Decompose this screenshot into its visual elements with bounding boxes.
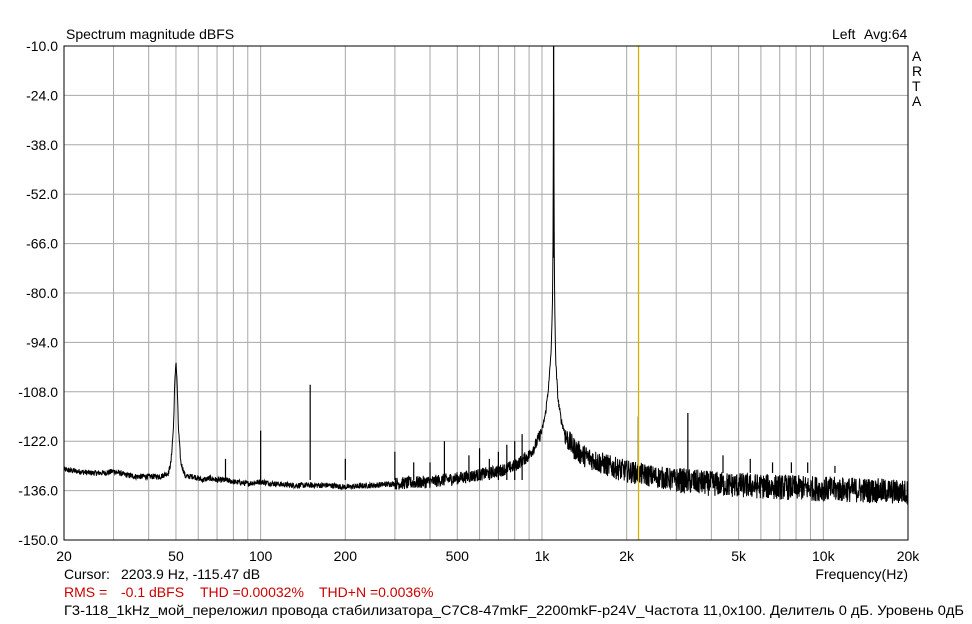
x-tick-label: 500 — [446, 548, 470, 564]
y-tick-label: -94.0 — [26, 334, 58, 350]
measurement-description: Г3-118_1kHz_мой_переложил провода стабил… — [64, 602, 964, 618]
y-tick-label: -52.0 — [26, 186, 58, 202]
x-tick-label: 200 — [334, 548, 358, 564]
channel-label: Left — [832, 26, 855, 42]
spectrum-line — [63, 80, 909, 505]
brand-letter: R — [912, 63, 922, 79]
thdn-value: THD+N =0.0036% — [319, 584, 433, 600]
x-tick-label: 5k — [731, 548, 747, 564]
y-tick-label: -122.0 — [18, 433, 58, 449]
cursor-readout: 2203.9 Hz, -115.47 dB — [121, 566, 260, 582]
x-tick-label: 1k — [535, 548, 551, 564]
y-tick-label: -24.0 — [26, 87, 58, 103]
x-tick-label: 100 — [249, 548, 273, 564]
y-tick-label: -150.0 — [18, 532, 58, 548]
thd-value: THD =0.00032% — [200, 584, 304, 600]
brand-letter: A — [912, 93, 922, 109]
x-tick-label: 2k — [619, 548, 635, 564]
y-tick-label: -38.0 — [26, 137, 58, 153]
grid-lines — [64, 45, 908, 541]
x-tick-labels: 20 50 100 200 500 1k 2k 5k 10k 20k — [56, 548, 920, 564]
x-tick-label: 10k — [812, 548, 836, 564]
chart-title: Spectrum magnitude dBFS — [66, 26, 234, 42]
averaging-label: Avg:64 — [864, 26, 908, 42]
y-tick-labels: -10.0 -24.0 -38.0 -52.0 -66.0 -80.0 -94.0 -108.… — [18, 38, 58, 548]
y-tick-label: -10.0 — [26, 38, 58, 54]
y-tick-label: -108.0 — [18, 384, 58, 400]
x-tick-label: 20k — [897, 548, 921, 564]
series-layer — [63, 46, 909, 505]
rms-value: -0.1 dBFS — [121, 584, 184, 600]
brand-letter: A — [912, 48, 922, 64]
cursor-label: Cursor: — [64, 566, 110, 582]
y-tick-label: -136.0 — [18, 483, 58, 499]
plot-frame — [63, 45, 909, 541]
x-axis-label: Frequency(Hz) — [815, 566, 908, 582]
x-tick-label: 50 — [168, 548, 184, 564]
y-tick-label: -80.0 — [26, 285, 58, 301]
brand-letter: T — [912, 78, 921, 94]
x-tick-label: 20 — [56, 548, 72, 564]
y-tick-label: -66.0 — [26, 236, 58, 252]
rms-label: RMS = — [64, 584, 107, 600]
